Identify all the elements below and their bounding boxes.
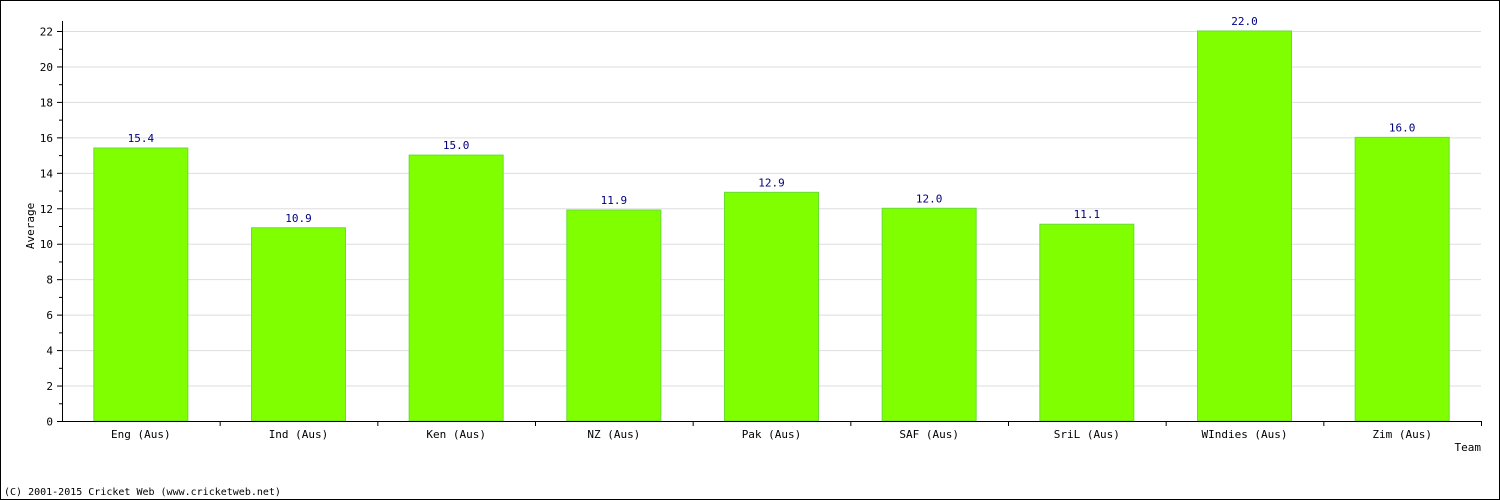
- value-labels: 15.4 10.9 15.0 11.9 12.9 12.0 11.1 22.0 16.0: [128, 15, 1416, 225]
- bar-value-label: 16.0: [1389, 121, 1416, 134]
- y-tick-label: 10: [40, 238, 53, 251]
- bar: [93, 147, 189, 422]
- bar-value-label: 11.9: [601, 194, 628, 207]
- x-tick-label: SriL (Aus): [1054, 428, 1120, 441]
- bar-value-label: 12.0: [916, 192, 943, 205]
- bar-value-label: 22.0: [1231, 15, 1258, 28]
- x-tick-label: Ind (Aus): [269, 428, 329, 441]
- bars: [93, 30, 1450, 422]
- bar: [566, 209, 662, 422]
- y-tick-label: 0: [46, 416, 53, 429]
- bar: [724, 191, 819, 422]
- y-tick-label: 2: [46, 380, 53, 393]
- y-tick-label: 4: [46, 345, 53, 358]
- x-ticks: Eng (Aus) Ind (Aus) Ken (Aus) NZ (Aus) Pak (…: [111, 421, 1482, 441]
- bar-value-label: 15.0: [443, 139, 470, 152]
- axes: [62, 21, 1481, 422]
- y-ticks: 0 2 4 6 8 10 12 14 16 18 20 22: [40, 26, 62, 429]
- y-axis-title: Average: [24, 203, 37, 249]
- y-tick-label: 8: [46, 274, 53, 287]
- bar-value-label: 10.9: [285, 212, 312, 225]
- y-tick-label: 14: [40, 167, 54, 180]
- bar-value-label: 12.9: [758, 176, 785, 189]
- x-tick-label: WIndies (Aus): [1201, 428, 1287, 441]
- y-tick-label: 18: [40, 96, 53, 109]
- bar: [1197, 30, 1292, 422]
- x-tick-label: NZ (Aus): [587, 428, 640, 441]
- y-tick-label: 6: [46, 309, 53, 322]
- y-tick-label: 12: [40, 203, 53, 216]
- bar-value-label: 15.4: [128, 132, 155, 145]
- x-tick-label: SAF (Aus): [899, 428, 959, 441]
- y-tick-label: 22: [40, 26, 53, 39]
- x-axis-title: Team: [1455, 441, 1482, 454]
- bar-value-label: 11.1: [1074, 208, 1101, 221]
- bar: [1039, 223, 1135, 422]
- bar: [881, 207, 977, 422]
- bar: [1354, 136, 1450, 422]
- y-tick-label: 20: [40, 61, 53, 74]
- x-tick-label: Ken (Aus): [426, 428, 486, 441]
- bar: [251, 227, 346, 422]
- x-tick-label: Eng (Aus): [111, 428, 171, 441]
- bar: [408, 154, 504, 422]
- x-tick-label: Zim (Aus): [1372, 428, 1432, 441]
- x-tick-label: Pak (Aus): [742, 428, 802, 441]
- copyright-text: (C) 2001-2015 Cricket Web (www.cricketwe…: [4, 487, 281, 498]
- y-tick-label: 16: [40, 132, 53, 145]
